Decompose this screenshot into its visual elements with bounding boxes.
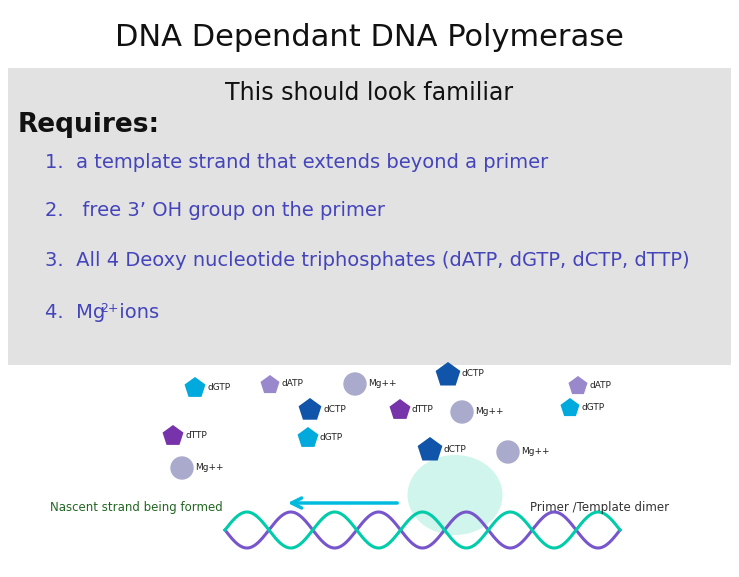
Polygon shape	[260, 375, 279, 393]
Text: dTTP: dTTP	[412, 404, 434, 414]
Polygon shape	[299, 398, 321, 419]
Text: Mg++: Mg++	[368, 380, 397, 388]
Text: dATP: dATP	[281, 380, 303, 388]
Circle shape	[344, 373, 366, 395]
Circle shape	[497, 441, 519, 463]
Text: dTTP: dTTP	[185, 430, 207, 440]
Bar	[8, 68, 731, 365]
Text: dCTP: dCTP	[444, 444, 467, 454]
Text: Nascent strand being formed: Nascent strand being formed	[50, 501, 222, 515]
Text: 4.  Mg: 4. Mg	[45, 304, 105, 323]
Ellipse shape	[407, 455, 503, 535]
Text: ions: ions	[113, 304, 159, 323]
Polygon shape	[568, 376, 588, 394]
Text: Primer /Template dimer: Primer /Template dimer	[530, 501, 669, 515]
Text: 3.  All 4 Deoxy nucleotide triphosphates (dATP, dGTP, dCTP, dTTP): 3. All 4 Deoxy nucleotide triphosphates …	[45, 250, 689, 269]
Text: dGTP: dGTP	[320, 433, 343, 441]
Polygon shape	[560, 398, 579, 416]
Text: Mg++: Mg++	[195, 463, 223, 473]
Text: Requires:: Requires:	[18, 112, 160, 138]
Text: Mg++: Mg++	[521, 448, 550, 456]
Polygon shape	[418, 437, 443, 460]
Polygon shape	[163, 425, 183, 445]
Text: dATP: dATP	[589, 380, 611, 389]
Polygon shape	[185, 377, 205, 397]
Text: DNA Dependant DNA Polymerase: DNA Dependant DNA Polymerase	[115, 24, 624, 53]
Polygon shape	[389, 399, 410, 419]
Text: 2.   free 3’ OH group on the primer: 2. free 3’ OH group on the primer	[45, 200, 385, 219]
Polygon shape	[298, 427, 319, 447]
Text: Mg++: Mg++	[475, 407, 503, 417]
Text: dCTP: dCTP	[323, 404, 346, 414]
Text: 2+: 2+	[100, 302, 118, 314]
Circle shape	[451, 401, 473, 423]
Text: This should look familiar: This should look familiar	[225, 81, 514, 105]
Text: dGTP: dGTP	[207, 383, 230, 392]
Text: dCTP: dCTP	[462, 369, 485, 379]
Circle shape	[171, 457, 193, 479]
Text: 1.  a template strand that extends beyond a primer: 1. a template strand that extends beyond…	[45, 153, 548, 173]
Text: dGTP: dGTP	[581, 403, 604, 411]
Polygon shape	[435, 362, 460, 385]
